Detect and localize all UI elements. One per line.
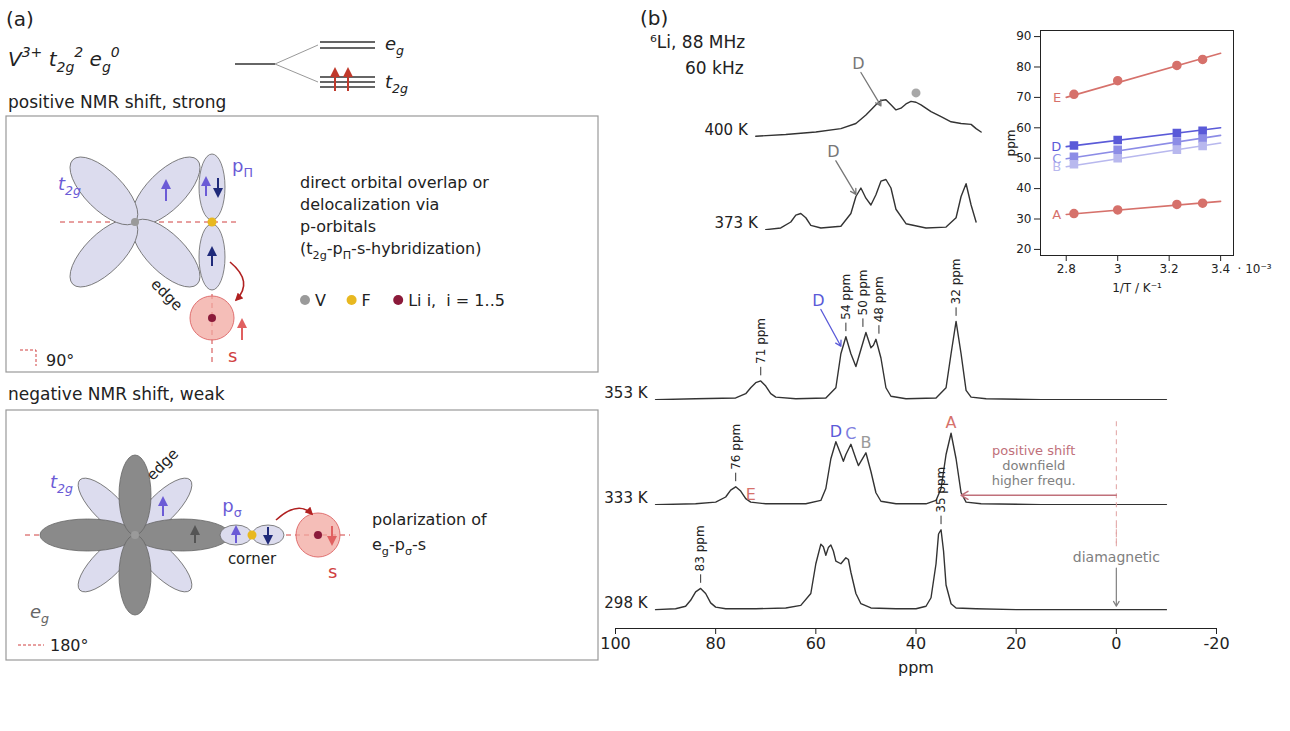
svg-text:D: D (812, 291, 824, 310)
svg-text:(a): (a) (6, 7, 34, 31)
svg-text:polarization of: polarization of (372, 510, 487, 529)
svg-text:90°: 90° (46, 351, 74, 370)
svg-text:V: V (315, 291, 326, 310)
svg-text:t2g: t2g (385, 71, 408, 96)
svg-text:-20: -20 (1203, 634, 1229, 653)
svg-text:t2g: t2g (58, 173, 81, 198)
svg-text:0: 0 (1111, 634, 1121, 653)
svg-text:positive shift: positive shift (992, 443, 1075, 458)
svg-text:edge: edge (147, 275, 186, 314)
svg-text:2.8: 2.8 (1057, 262, 1076, 276)
svg-text:C: C (845, 424, 856, 443)
html-text:⁶Li, 88 MHz: ⁶Li, 88 MHz (650, 32, 746, 52)
svg-text:s: s (228, 345, 237, 366)
svg-text:p-orbitals: p-orbitals (300, 217, 376, 236)
svg-text:V3+ t2g2 eg0: V3+ t2g2 eg0 (8, 44, 120, 75)
svg-text:E: E (746, 485, 756, 504)
svg-text:180°: 180° (50, 636, 89, 655)
svg-text:pσ: pσ (222, 495, 241, 520)
svg-text:298 K: 298 K (604, 594, 648, 612)
svg-text:higher frequ.: higher frequ. (992, 473, 1076, 488)
svg-text:positive NMR shift, strong: positive NMR shift, strong (8, 92, 226, 112)
svg-text:A: A (1052, 207, 1061, 222)
svg-text:333 K: 333 K (604, 489, 648, 507)
svg-text:100: 100 (600, 634, 631, 653)
svg-text:20: 20 (1006, 634, 1026, 653)
svg-text:diamagnetic: diamagnetic (1073, 549, 1160, 565)
svg-text:direct orbital overlap or: direct orbital overlap or (300, 173, 489, 192)
svg-text:3.2: 3.2 (1160, 262, 1179, 276)
svg-text:negative NMR shift, weak: negative NMR shift, weak (8, 384, 225, 404)
svg-text:54 ppm: 54 ppm (839, 274, 853, 320)
svg-text:80: 80 (705, 634, 725, 653)
svg-text:delocalization via: delocalization via (300, 195, 439, 214)
svg-text:ppm: ppm (1004, 130, 1018, 157)
svg-text:71 ppm: 71 ppm (754, 318, 768, 364)
svg-text:90: 90 (1016, 29, 1031, 43)
svg-text:20: 20 (1016, 242, 1031, 256)
svg-text:30: 30 (1016, 212, 1031, 226)
svg-text:edge: edge (143, 445, 182, 484)
svg-text:50 ppm: 50 ppm (856, 269, 870, 315)
svg-text:D: D (827, 142, 839, 161)
svg-text:eg: eg (385, 33, 404, 58)
svg-text:1/T / K⁻¹: 1/T / K⁻¹ (1112, 281, 1162, 295)
svg-text:E: E (1053, 90, 1061, 105)
svg-text:353 K: 353 K (604, 384, 648, 402)
svg-text:60: 60 (1016, 121, 1031, 135)
svg-text:60: 60 (806, 634, 826, 653)
svg-text:downfield: downfield (1002, 458, 1065, 473)
svg-text:(t2g-pΠ-s-hybridization): (t2g-pΠ-s-hybridization) (300, 239, 481, 262)
svg-text:48 ppm: 48 ppm (872, 276, 886, 322)
svg-text:40: 40 (1016, 181, 1031, 195)
html-text:60 kHz: 60 kHz (685, 58, 744, 78)
svg-text:50: 50 (1016, 151, 1031, 165)
svg-text:80: 80 (1016, 60, 1031, 74)
svg-text:D: D (830, 422, 842, 441)
svg-text:ppm: ppm (898, 658, 934, 677)
svg-text:F: F (362, 291, 371, 310)
svg-text:D: D (852, 54, 864, 73)
svg-text:76 ppm: 76 ppm (729, 424, 743, 470)
svg-text:400 K: 400 K (704, 121, 748, 139)
svg-text:eg-pσ-s: eg-pσ-s (372, 535, 426, 558)
svg-text:s: s (328, 561, 337, 582)
svg-text:eg: eg (30, 601, 49, 626)
svg-text:70: 70 (1016, 90, 1031, 104)
svg-text:32 ppm: 32 ppm (949, 258, 963, 304)
svg-text:373 K: 373 K (715, 214, 759, 232)
svg-text:pΠ: pΠ (232, 155, 253, 180)
svg-text:B: B (1052, 159, 1061, 174)
svg-text:· 10⁻³: · 10⁻³ (1238, 262, 1272, 276)
svg-text:83 ppm: 83 ppm (693, 525, 707, 571)
svg-text:B: B (860, 433, 871, 452)
svg-text:40: 40 (906, 634, 926, 653)
svg-text:corner: corner (228, 550, 277, 568)
svg-text:3: 3 (1114, 262, 1122, 276)
svg-text:3.4: 3.4 (1211, 262, 1230, 276)
html-text:(b): (b) (640, 6, 669, 30)
svg-text:A: A (946, 413, 957, 432)
svg-text:t2g: t2g (50, 471, 73, 496)
svg-text:D: D (1051, 138, 1062, 154)
svg-text:Li i, i = 1..5: Li i, i = 1..5 (408, 291, 505, 310)
svg-text:35 ppm: 35 ppm (934, 467, 948, 513)
